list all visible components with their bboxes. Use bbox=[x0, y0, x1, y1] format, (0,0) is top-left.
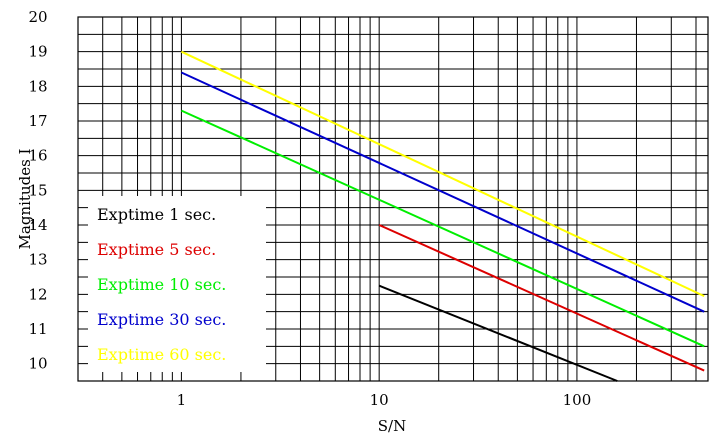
y-tick-label: 18 bbox=[28, 77, 47, 95]
x-tick-label: 100 bbox=[563, 391, 592, 409]
series-line bbox=[378, 284, 618, 382]
y-tick-label: 10 bbox=[28, 355, 47, 373]
y-tick-label: 13 bbox=[28, 251, 47, 269]
legend-entry: Exptime 30 sec. bbox=[97, 310, 226, 329]
plot-frame bbox=[77, 16, 709, 382]
series-line bbox=[180, 50, 705, 298]
y-tick-label: 15 bbox=[28, 181, 47, 199]
y-tick-label: 19 bbox=[28, 43, 47, 61]
legend-entry: Exptime 5 sec. bbox=[97, 240, 216, 259]
series-line bbox=[180, 71, 705, 313]
y-tick-label: 14 bbox=[28, 216, 47, 234]
y-tick-label: 16 bbox=[28, 147, 47, 165]
grid bbox=[77, 16, 708, 381]
legend-entry: Exptime 1 sec. bbox=[97, 205, 216, 224]
legend-entry: Exptime 10 sec. bbox=[97, 275, 226, 294]
series-line bbox=[378, 224, 705, 372]
series-lines bbox=[180, 50, 705, 382]
legend-box bbox=[88, 196, 266, 372]
y-axis-title: Magnitudes I bbox=[16, 148, 34, 249]
plot-border bbox=[77, 16, 709, 382]
y-tick-label: 12 bbox=[28, 285, 47, 303]
y-tick-label: 17 bbox=[28, 112, 47, 130]
y-tick-label: 11 bbox=[28, 320, 47, 338]
y-tick-label: 20 bbox=[28, 8, 47, 26]
x-axis-title: S/N bbox=[378, 417, 406, 435]
series-line bbox=[180, 109, 705, 348]
legend-entry: Exptime 60 sec. bbox=[97, 345, 226, 364]
x-tick-label: 10 bbox=[370, 391, 389, 409]
tick-labels: 10 11 12 13 14 15 16 17 18 19 20 1 10 100 bbox=[28, 8, 591, 409]
x-tick-label: 1 bbox=[177, 391, 187, 409]
legend: Exptime 1 sec. Exptime 5 sec. Exptime 10 s… bbox=[88, 196, 266, 372]
